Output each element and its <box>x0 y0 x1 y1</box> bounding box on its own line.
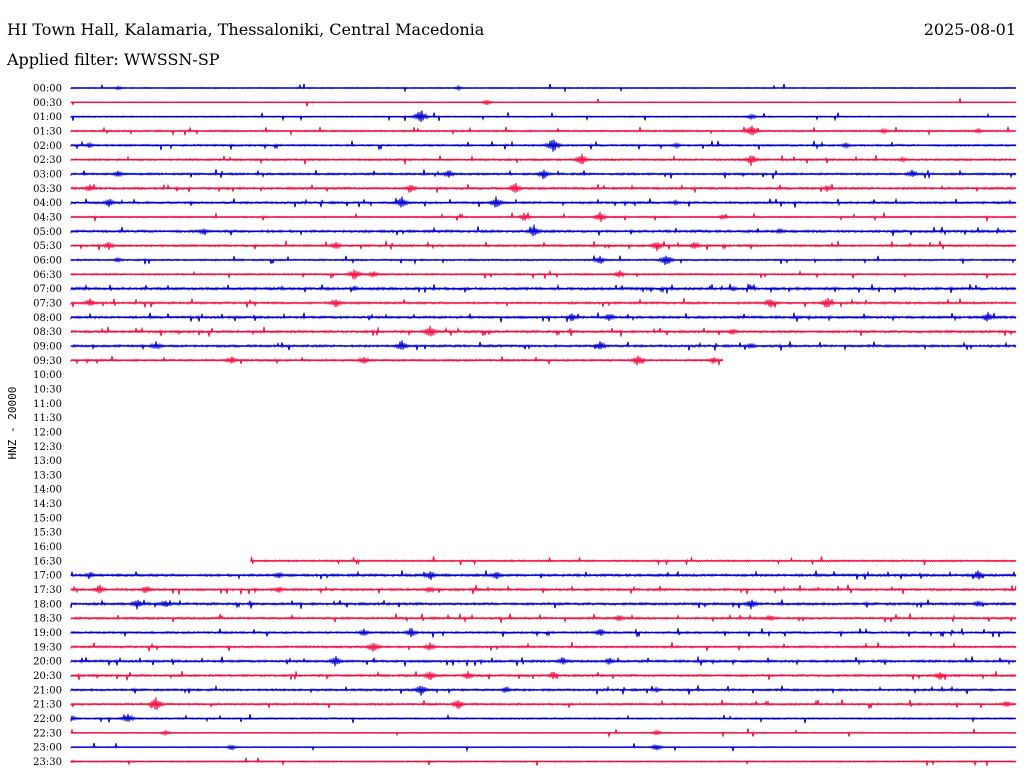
time-label-1300: 13:00 <box>33 456 62 467</box>
time-label-0300: 03:00 <box>33 169 62 180</box>
time-label-1630: 16:30 <box>33 556 62 567</box>
time-label-1130: 11:30 <box>33 413 62 424</box>
time-label-2130: 21:30 <box>33 700 62 711</box>
time-label-1100: 11:00 <box>33 399 62 410</box>
time-label-0430: 04:30 <box>33 212 62 223</box>
time-label-0200: 02:00 <box>33 141 62 152</box>
time-label-1800: 18:00 <box>33 599 62 610</box>
time-label-0330: 03:30 <box>33 184 62 195</box>
trace-0700 <box>70 283 1017 294</box>
time-label-0100: 01:00 <box>33 112 62 123</box>
trace-0400 <box>70 196 1017 208</box>
time-label-2000: 20:00 <box>33 657 62 668</box>
time-label-1500: 15:00 <box>33 513 62 524</box>
time-label-2300: 23:00 <box>33 743 62 754</box>
time-label-0800: 08:00 <box>33 313 62 324</box>
time-label-0230: 02:30 <box>33 155 62 166</box>
station-title: HI Town Hall, Kalamaria, Thessaloniki, C… <box>7 20 485 39</box>
trace-2130 <box>70 697 1017 711</box>
time-label-1200: 12:00 <box>33 427 62 438</box>
filter-label: Applied filter: WWSSN-SP <box>7 50 220 69</box>
time-label-1530: 15:30 <box>33 528 62 539</box>
time-label-1830: 18:30 <box>33 614 62 625</box>
time-label-1930: 19:30 <box>33 642 62 653</box>
time-label-1430: 14:30 <box>33 499 62 510</box>
time-label-1900: 19:00 <box>33 628 62 639</box>
time-label-2230: 22:30 <box>33 728 62 739</box>
time-label-0730: 07:30 <box>33 298 62 309</box>
time-label-0930: 09:30 <box>33 356 62 367</box>
time-label-0600: 06:00 <box>33 255 62 266</box>
time-label-0900: 09:00 <box>33 341 62 352</box>
time-label-0130: 01:30 <box>33 126 62 137</box>
time-label-1600: 16:00 <box>33 542 62 553</box>
trace-2100 <box>70 684 1017 696</box>
time-label-0830: 08:30 <box>33 327 62 338</box>
time-label-0530: 05:30 <box>33 241 62 252</box>
trace-0500 <box>70 224 1017 237</box>
time-label-2100: 21:00 <box>33 685 62 696</box>
time-label-1230: 12:30 <box>33 442 62 453</box>
time-label-2200: 22:00 <box>33 714 62 725</box>
time-label-0500: 05:00 <box>33 227 62 238</box>
time-label-2330: 23:30 <box>33 757 62 768</box>
time-label-1000: 10:00 <box>33 370 62 381</box>
time-label-0700: 07:00 <box>33 284 62 295</box>
time-label-1730: 17:30 <box>33 585 62 596</box>
time-label-1030: 10:30 <box>33 384 62 395</box>
time-label-0630: 06:30 <box>33 270 62 281</box>
time-label-1700: 17:00 <box>33 571 62 582</box>
time-label-0030: 00:30 <box>33 98 62 109</box>
time-label-0400: 04:00 <box>33 198 62 209</box>
time-label-1400: 14:00 <box>33 485 62 496</box>
date-label: 2025-08-01 <box>923 20 1016 39</box>
time-label-0000: 00:00 <box>33 84 62 95</box>
time-label-1330: 13:30 <box>33 470 62 481</box>
time-label-2030: 20:30 <box>33 671 62 682</box>
